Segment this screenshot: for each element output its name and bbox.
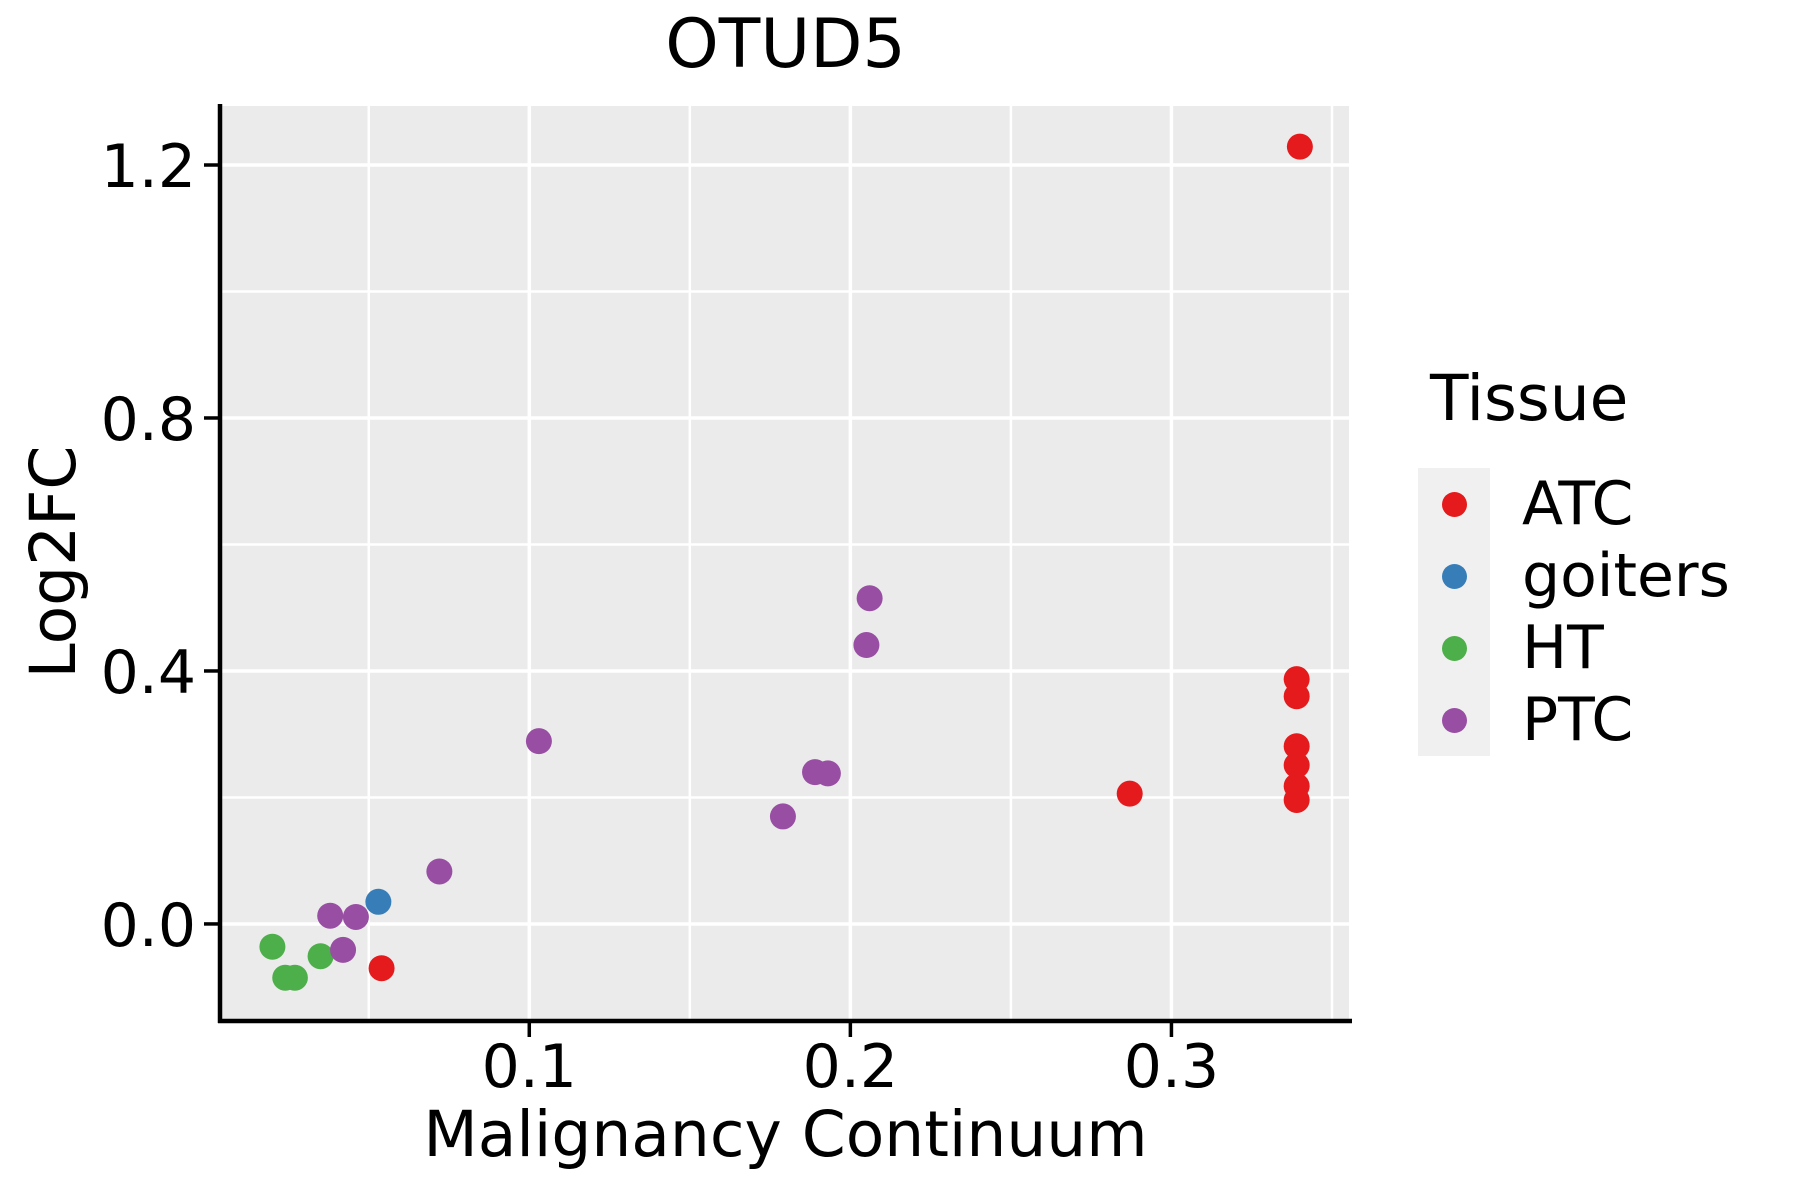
data-point-atc [1116, 780, 1143, 807]
data-point-ptc [769, 803, 796, 830]
legend-dot-icon [1441, 707, 1467, 733]
legend-title: Tissue [1430, 362, 1629, 435]
legend-item-label: ATC [1522, 469, 1634, 539]
y-tick-label: 0.8 [101, 385, 196, 455]
data-point-atc [1283, 666, 1310, 693]
x-tick-label: 0.2 [803, 1032, 898, 1102]
legend-dot-icon [1441, 563, 1467, 589]
data-point-ptc [814, 760, 841, 787]
legend-key [1418, 612, 1490, 684]
data-point-atc [1283, 733, 1310, 760]
legend-item-label: PTC [1522, 685, 1634, 755]
y-tick-label: 0.4 [101, 638, 196, 708]
legend-item-goiters: goiters [1418, 540, 1730, 612]
legend-item-atc: ATC [1418, 468, 1730, 540]
data-point-ht [281, 964, 308, 991]
legend: Tissue ATC goiters HT PTC [1418, 366, 1730, 756]
data-point-ht [259, 933, 286, 960]
chart-title: OTUD5 [665, 5, 906, 84]
legend-item-ptc: PTC [1418, 684, 1730, 756]
y-axis-label: Log2FC [17, 445, 90, 679]
legend-key [1418, 684, 1490, 756]
legend-dot-icon [1441, 491, 1467, 517]
data-point-atc [368, 955, 395, 982]
legend-key [1418, 468, 1490, 540]
data-point-ptc [525, 728, 552, 755]
data-point-ptc [342, 903, 369, 930]
data-point-ptc [330, 936, 357, 963]
x-tick-label: 0.1 [482, 1032, 577, 1102]
plot-background [222, 106, 1349, 1019]
data-point-atc [1283, 773, 1310, 800]
data-point-atc [1283, 752, 1310, 779]
data-point-ptc [856, 585, 883, 612]
legend-item-label: HT [1522, 613, 1604, 683]
legend-dot-icon [1441, 635, 1467, 661]
legend-item-label: goiters [1522, 541, 1730, 611]
legend-items: ATC goiters HT PTC [1418, 468, 1730, 756]
data-point-ptc [317, 902, 344, 929]
legend-key [1418, 540, 1490, 612]
data-point-atc [1286, 133, 1313, 160]
legend-item-ht: HT [1418, 612, 1730, 684]
data-point-goiters [365, 888, 392, 915]
data-point-ptc [853, 632, 880, 659]
x-tick-label: 0.3 [1124, 1032, 1219, 1102]
x-axis-label: Malignancy Continuum [423, 1098, 1148, 1171]
y-tick-label: 0.0 [101, 891, 196, 961]
data-point-ht [307, 943, 334, 970]
y-tick-label: 1.2 [101, 132, 196, 202]
data-point-ptc [426, 858, 453, 885]
